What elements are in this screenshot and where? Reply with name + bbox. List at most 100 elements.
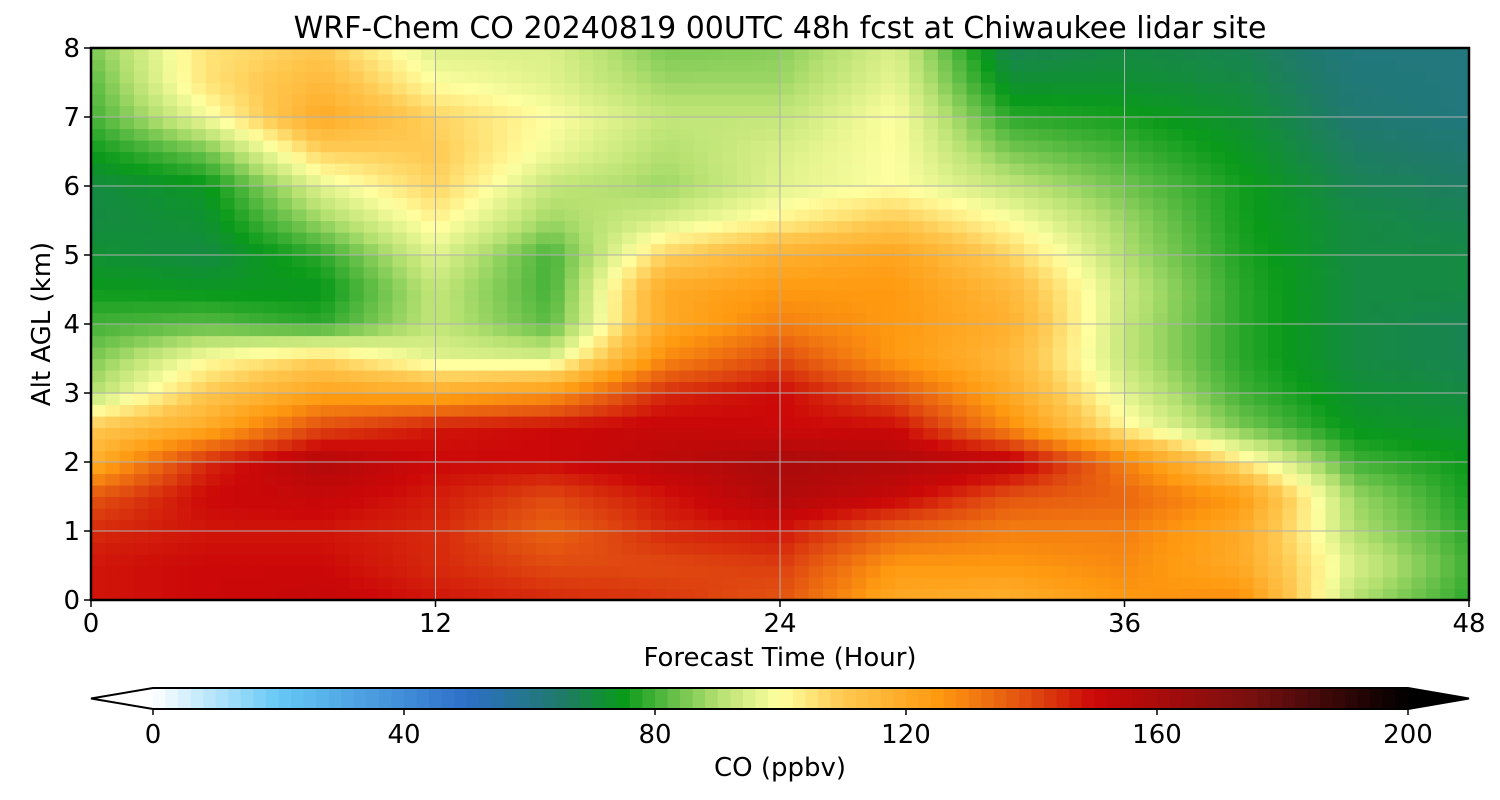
heatmap-cell bbox=[1081, 48, 1097, 61]
heatmap-cell bbox=[851, 519, 867, 532]
heatmap-cell bbox=[894, 450, 910, 463]
heatmap-cell bbox=[923, 48, 939, 61]
heatmap-cell bbox=[1095, 473, 1111, 486]
heatmap-cell bbox=[277, 209, 293, 222]
heatmap-cell bbox=[564, 312, 580, 325]
heatmap-cell bbox=[1153, 473, 1169, 486]
heatmap-cell bbox=[866, 381, 882, 394]
heatmap-cell bbox=[421, 140, 437, 153]
heatmap-cell bbox=[134, 117, 150, 130]
heatmap-cell bbox=[1052, 450, 1068, 463]
heatmap-cell bbox=[277, 508, 293, 521]
heatmap-cell bbox=[306, 577, 322, 590]
heatmap-cell bbox=[665, 232, 681, 245]
heatmap-cell bbox=[134, 312, 150, 325]
heatmap-cell bbox=[636, 485, 652, 498]
heatmap-cell bbox=[220, 220, 236, 233]
heatmap-cell bbox=[593, 519, 609, 532]
heatmap-cell bbox=[392, 335, 408, 348]
heatmap-cell bbox=[162, 301, 178, 314]
heatmap-cell bbox=[1138, 278, 1154, 291]
heatmap-cell bbox=[1253, 163, 1269, 176]
heatmap-cell bbox=[1368, 140, 1384, 153]
heatmap-cell bbox=[291, 462, 307, 475]
heatmap-cell bbox=[564, 289, 580, 302]
heatmap-cell bbox=[91, 105, 106, 118]
heatmap-cell bbox=[320, 117, 336, 130]
heatmap-cell bbox=[1009, 473, 1025, 486]
heatmap-cell bbox=[894, 439, 910, 452]
heatmap-cell bbox=[1009, 117, 1025, 130]
heatmap-cell bbox=[320, 473, 336, 486]
heatmap-cell bbox=[148, 59, 164, 72]
heatmap-cell bbox=[134, 416, 150, 429]
heatmap-cell bbox=[1311, 496, 1327, 509]
heatmap-cell bbox=[220, 450, 236, 463]
heatmap-cell bbox=[765, 128, 781, 141]
heatmap-cell bbox=[134, 519, 150, 532]
heatmap-cell bbox=[248, 105, 264, 118]
heatmap-cell bbox=[464, 588, 480, 600]
heatmap-cell bbox=[191, 462, 207, 475]
heatmap-cell bbox=[148, 416, 164, 429]
heatmap-cell bbox=[162, 255, 178, 268]
heatmap-cell bbox=[1224, 370, 1240, 383]
heatmap-cell bbox=[1253, 358, 1269, 371]
heatmap-cell bbox=[263, 197, 279, 210]
heatmap-cell bbox=[765, 94, 781, 107]
heatmap-cell bbox=[1311, 289, 1327, 302]
heatmap-cell bbox=[507, 554, 523, 567]
heatmap-cell bbox=[808, 370, 824, 383]
heatmap-cell bbox=[1124, 439, 1140, 452]
heatmap-cell bbox=[665, 565, 681, 578]
heatmap-cell bbox=[1440, 416, 1456, 429]
heatmap-cell bbox=[1210, 450, 1226, 463]
heatmap-cell bbox=[162, 197, 178, 210]
heatmap-cell bbox=[1282, 393, 1298, 406]
heatmap-cell bbox=[693, 393, 709, 406]
heatmap-cell bbox=[1411, 577, 1427, 590]
heatmap-cell bbox=[162, 462, 178, 475]
heatmap-cell bbox=[794, 496, 810, 509]
heatmap-cell bbox=[1038, 577, 1054, 590]
heatmap-cell bbox=[478, 174, 494, 187]
heatmap-cell bbox=[636, 542, 652, 555]
colorbar-segment bbox=[956, 688, 970, 709]
heatmap-cell bbox=[636, 220, 652, 233]
heatmap-cell bbox=[693, 48, 709, 61]
heatmap-cell bbox=[1181, 163, 1197, 176]
heatmap-cell bbox=[449, 312, 465, 325]
heatmap-cell bbox=[1110, 59, 1126, 72]
heatmap-cell bbox=[808, 197, 824, 210]
heatmap-cell bbox=[148, 197, 164, 210]
heatmap-cell bbox=[177, 531, 193, 544]
heatmap-cell bbox=[1311, 577, 1327, 590]
heatmap-cell bbox=[535, 94, 551, 107]
heatmap-cell bbox=[636, 427, 652, 440]
heatmap-cell bbox=[622, 496, 638, 509]
heatmap-cell bbox=[435, 381, 451, 394]
colorbar-segment bbox=[604, 688, 618, 709]
heatmap-cell bbox=[105, 105, 121, 118]
heatmap-cell bbox=[1153, 301, 1169, 314]
heatmap-cell bbox=[550, 94, 566, 107]
heatmap-cell bbox=[736, 220, 752, 233]
heatmap-cell bbox=[234, 370, 250, 383]
heatmap-cell bbox=[1253, 381, 1269, 394]
heatmap-cell bbox=[952, 347, 968, 360]
heatmap-cell bbox=[1325, 82, 1341, 95]
colorbar-segment bbox=[680, 688, 694, 709]
heatmap-cell bbox=[1425, 531, 1441, 544]
heatmap-cell bbox=[665, 220, 681, 233]
heatmap-cell bbox=[794, 312, 810, 325]
heatmap-cell bbox=[866, 71, 882, 84]
heatmap-cell bbox=[622, 473, 638, 486]
heatmap-cell bbox=[1196, 542, 1212, 555]
heatmap-cell bbox=[449, 473, 465, 486]
heatmap-cell bbox=[521, 255, 537, 268]
heatmap-cell bbox=[966, 266, 982, 279]
heatmap-cell bbox=[435, 186, 451, 199]
heatmap-cell bbox=[521, 301, 537, 314]
heatmap-cell bbox=[1311, 105, 1327, 118]
heatmap-cell bbox=[636, 48, 652, 61]
